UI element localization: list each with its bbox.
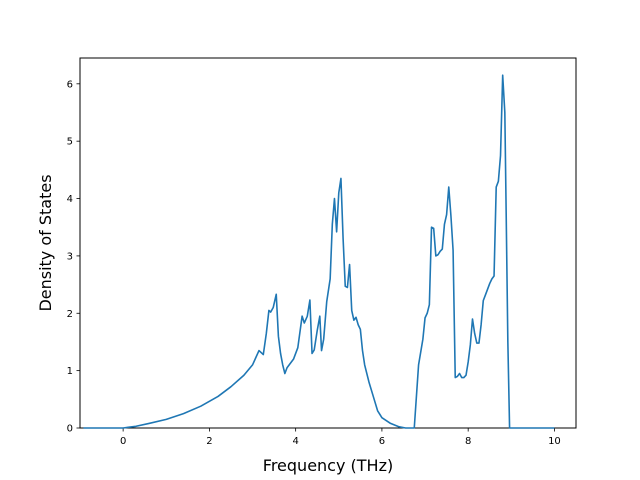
y-tick-label: 2 [67,309,73,320]
x-axis-ticks: 0 2 4 6 8 10 [120,428,561,447]
y-tick-label: 6 [67,79,73,90]
y-axis-ticks: 0 1 2 3 4 5 6 [67,79,80,435]
plot-area-frame [79,57,577,429]
y-axis-label: Density of States [36,174,55,311]
x-axis-label: Frequency (THz) [263,456,393,475]
series-layer [83,74,555,429]
dos-line [83,74,555,429]
x-tick-label: 0 [120,436,126,447]
x-tick-label: 2 [206,436,212,447]
y-tick-label: 4 [67,194,73,205]
x-tick-label: 4 [292,436,298,447]
y-tick-label: 1 [67,366,73,377]
x-tick-label: 10 [548,436,561,447]
y-tick-label: 0 [67,424,73,435]
y-tick-label: 5 [67,137,73,148]
y-tick-label: 3 [67,251,73,262]
x-tick-label: 8 [465,436,471,447]
x-tick-label: 6 [379,436,385,447]
